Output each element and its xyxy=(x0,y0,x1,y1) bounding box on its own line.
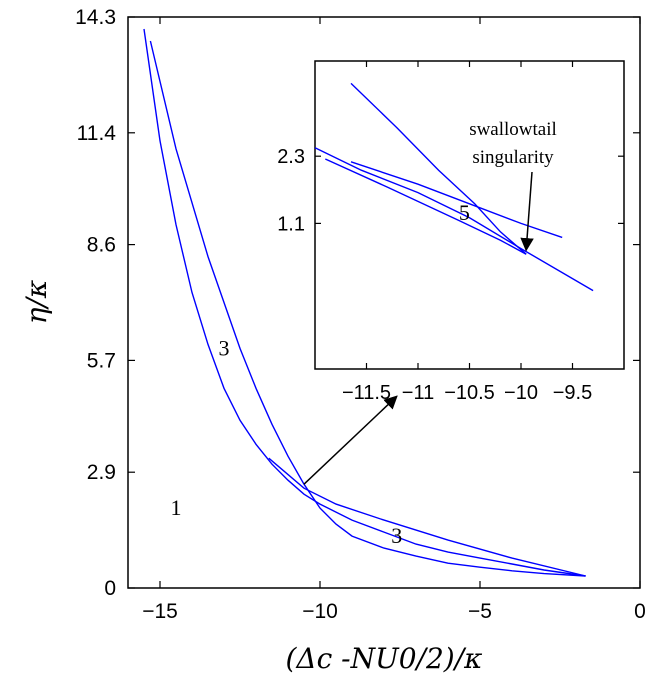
main-y-tick-label-1: 2.9 xyxy=(87,461,116,484)
y-axis-label: η/κ xyxy=(20,280,53,325)
main-curve-3 xyxy=(268,457,586,577)
inset-y-ticks: 1.1 2.3 xyxy=(277,146,624,235)
main-x-tick-label-0: −15 xyxy=(142,600,178,623)
inset-x-tick-label-0: −11.5 xyxy=(342,382,391,404)
inset-x-tick-label-2: −10.5 xyxy=(444,382,495,404)
main-y-tick-label-4: 11.4 xyxy=(77,122,117,145)
inset-series-group xyxy=(314,82,594,292)
main-x-tick-label-3: 0 xyxy=(634,600,646,623)
main-region-label-3: 3 xyxy=(391,523,402,548)
main-x-tick-label-1: −10 xyxy=(302,600,338,623)
x-axis-label: (Δc -NU0/2)/κ xyxy=(285,642,482,675)
inset-pointer-arrow xyxy=(303,395,398,485)
swallowtail-label-line-1: swallowtail xyxy=(469,119,557,140)
main-y-tick-label-2: 5.7 xyxy=(87,349,116,372)
inset-region-label: 5 xyxy=(459,200,470,225)
main-region-labels: 1 3 3 xyxy=(171,335,403,548)
inset-x-tick-label-1: −11 xyxy=(402,382,434,404)
inset-plot-frame xyxy=(314,60,625,370)
main-curve-1 xyxy=(143,28,586,577)
main-region-label-2: 3 xyxy=(219,335,230,360)
inset-curve-1 xyxy=(350,82,527,255)
main-series-group xyxy=(143,28,586,577)
inset-x-tick-label-4: −9.5 xyxy=(553,382,592,404)
inset-curve-3 xyxy=(350,161,563,239)
main-y-tick-label-0: 0 xyxy=(104,577,116,600)
main-curve-2 xyxy=(149,40,586,577)
main-y-tick-label-3: 8.6 xyxy=(87,234,116,257)
main-region-label-1: 1 xyxy=(171,495,182,520)
inset-x-tick-label-3: −10 xyxy=(504,382,538,404)
swallowtail-pointer-arrow xyxy=(520,171,534,252)
inset-y-tick-label-0: 1.1 xyxy=(277,213,305,235)
inset-curve-4 xyxy=(325,158,527,255)
swallowtail-label-line-2: singularity xyxy=(472,147,554,168)
main-y-tick-label-5: 14.3 xyxy=(75,6,116,29)
inset-y-tick-label-1: 2.3 xyxy=(277,146,305,168)
main-y-ticks: 0 2.9 5.7 8.6 11.4 14.3 xyxy=(75,6,640,600)
inset-curve-2 xyxy=(314,147,594,292)
inset-x-ticks: −11.5 −11 −10.5 −10 −9.5 xyxy=(342,61,592,404)
main-x-tick-label-2: −5 xyxy=(468,600,492,623)
main-x-ticks: −15 −10 −5 0 xyxy=(142,17,646,623)
